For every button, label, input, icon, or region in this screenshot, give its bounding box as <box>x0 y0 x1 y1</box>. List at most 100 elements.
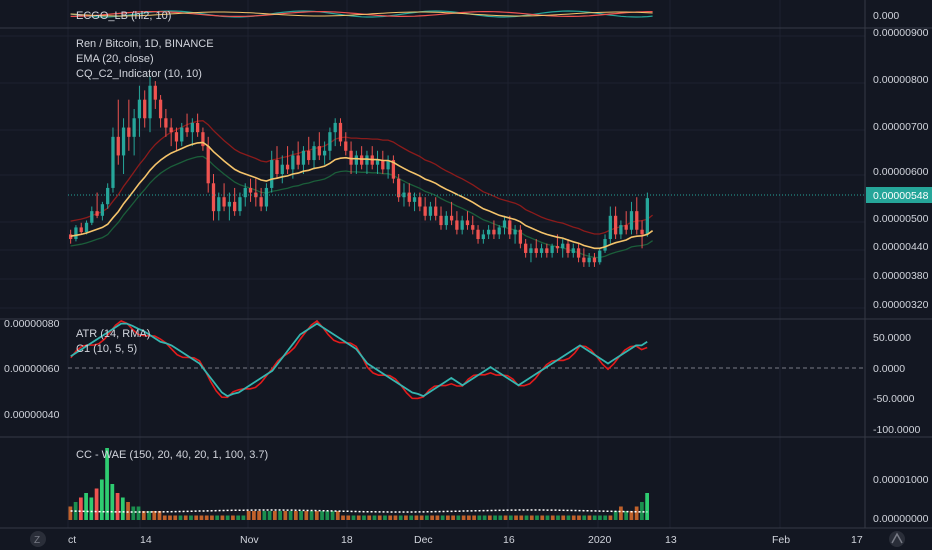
candle <box>106 183 110 209</box>
candle-body <box>508 220 512 235</box>
wae-bar <box>582 515 587 520</box>
candle <box>508 215 512 240</box>
wae-legend[interactable]: CC - WAE (150, 20, 40, 20, 1, 100, 3.7) <box>76 449 268 461</box>
candle <box>513 225 517 244</box>
candle <box>264 183 269 212</box>
candle-body <box>423 206 427 216</box>
candle-body <box>132 118 136 137</box>
candle-body <box>365 155 369 165</box>
ecgo-legend[interactable]: ECGO_LB (hl2, 10) <box>76 10 171 22</box>
wae-bar <box>225 515 230 520</box>
candle-body <box>74 227 78 240</box>
wae-bar <box>288 511 293 520</box>
wae-bar <box>325 511 330 520</box>
candle <box>312 141 316 170</box>
wae-bar <box>404 515 408 520</box>
candle-body <box>238 197 242 212</box>
candle-body <box>391 160 396 179</box>
candle <box>561 239 565 258</box>
price-pane[interactable]: Ren / Bitcoin, 1D, BINANCE EMA (20, clos… <box>68 27 932 311</box>
candle <box>180 122 184 147</box>
candle <box>201 127 205 151</box>
time-axis[interactable]: ct 14 Nov 18 Dec 16 2020 13 Feb 17 <box>68 534 863 546</box>
atr-right-axis-label: 0.0000 <box>873 363 905 375</box>
candle <box>397 174 401 202</box>
candle-body <box>555 246 560 249</box>
candle-body <box>481 234 485 240</box>
wae-axis-label: 0.00000000 <box>873 513 929 525</box>
wae-bar <box>351 515 356 520</box>
wae-bar <box>215 515 220 520</box>
wae-bar <box>508 515 513 520</box>
wae-bar <box>189 515 193 520</box>
ecgo-pane[interactable]: ECGO_LB (hl2, 10) 0.000 <box>70 10 900 22</box>
candle <box>153 81 157 109</box>
tradingview-logo-icon[interactable] <box>889 531 905 547</box>
candle <box>169 118 173 147</box>
candle-body <box>418 197 422 207</box>
wae-bar <box>199 515 204 520</box>
wae-bar <box>419 515 424 520</box>
wae-bar <box>540 515 545 520</box>
candle-body <box>280 164 284 174</box>
atr-pane[interactable]: ATR (14, RMA) C1 (10, 5, 5) 0.00000080 0… <box>4 318 920 436</box>
candle-body <box>333 122 337 133</box>
candle <box>222 183 226 212</box>
candle <box>143 90 147 128</box>
wae-bar <box>446 515 450 520</box>
candle-body <box>190 122 194 133</box>
candle-body <box>613 215 618 235</box>
wae-bar <box>157 511 162 520</box>
candle <box>217 192 221 221</box>
candle-body <box>312 146 316 161</box>
atr-right-axis-label: -50.0000 <box>873 393 915 405</box>
candle-body <box>412 197 417 202</box>
candle <box>412 192 417 212</box>
c1-legend[interactable]: C1 (10, 5, 5) <box>76 343 137 355</box>
candle <box>460 215 464 235</box>
ecgo-line-c <box>70 11 653 17</box>
atr-legend[interactable]: ATR (14, RMA) <box>76 328 150 340</box>
wae-bar <box>566 515 571 520</box>
candle <box>381 150 385 174</box>
wae-bar <box>267 511 272 520</box>
wae-bar <box>456 515 461 520</box>
candle <box>592 252 597 267</box>
wae-bar <box>440 515 445 520</box>
candle <box>576 243 581 263</box>
tradingview-z-icon[interactable]: Z <box>30 531 46 547</box>
candle <box>444 211 448 230</box>
candlestick-series <box>69 76 649 267</box>
candle <box>502 215 507 235</box>
wae-pane[interactable]: CC - WAE (150, 20, 40, 20, 1, 100, 3.7) … <box>68 448 929 525</box>
candle <box>164 108 168 137</box>
wae-bar <box>487 515 492 520</box>
candle-body <box>195 122 200 133</box>
wae-bar <box>645 493 649 520</box>
candle <box>185 113 189 137</box>
ema-legend[interactable]: EMA (20, close) <box>76 53 154 65</box>
candle <box>301 146 306 174</box>
wae-bar <box>168 515 172 520</box>
ecgo-lines <box>70 10 653 18</box>
wae-axis-label: 0.00001000 <box>873 474 929 486</box>
candle <box>100 201 105 221</box>
cq-legend[interactable]: CQ_C2_Indicator (10, 10) <box>76 68 202 80</box>
wae-bar <box>398 515 403 520</box>
candle-body <box>402 192 406 198</box>
candle <box>439 206 443 230</box>
wae-bar <box>519 515 524 520</box>
candle <box>211 174 216 221</box>
candle-body <box>550 246 554 253</box>
candle <box>248 178 253 202</box>
pane-separators <box>0 0 932 529</box>
candle <box>476 225 480 244</box>
candle <box>322 141 327 165</box>
candle <box>550 243 554 258</box>
wae-bar <box>556 515 560 520</box>
candle <box>328 127 332 161</box>
wae-bar <box>152 511 157 520</box>
symbol-legend[interactable]: Ren / Bitcoin, 1D, BINANCE <box>76 38 214 50</box>
candle-body <box>502 220 507 228</box>
